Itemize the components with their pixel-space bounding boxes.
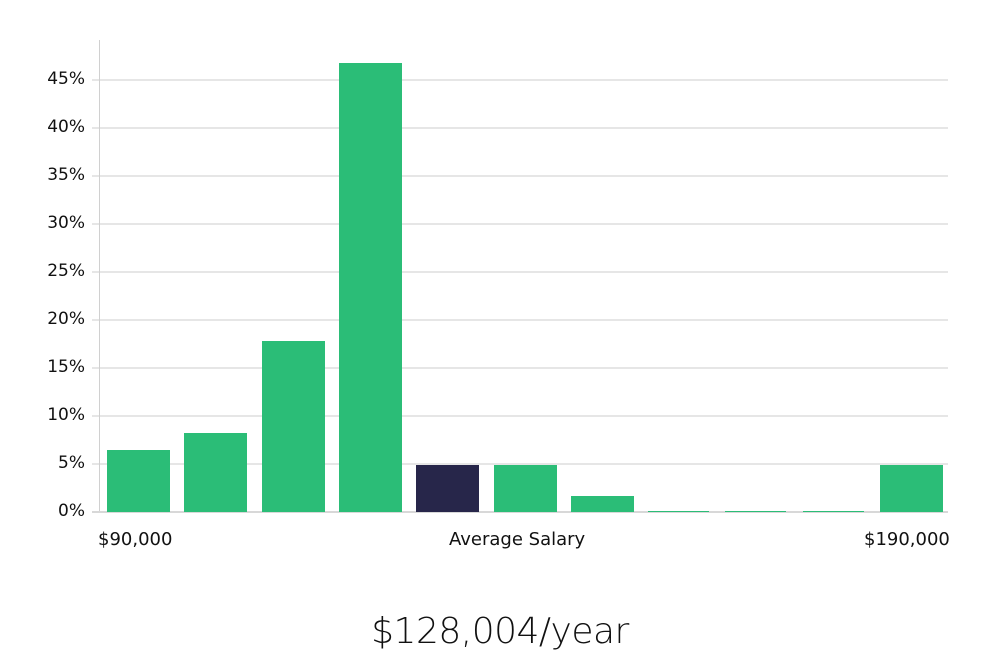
x-axis-line xyxy=(92,511,948,513)
y-tick-label: 10% xyxy=(47,405,85,425)
bar-average-salary xyxy=(416,464,479,512)
average-salary-value: $128,004/year xyxy=(371,611,629,652)
histogram-bar xyxy=(184,433,247,512)
histogram-bar xyxy=(571,495,634,512)
histogram-bar xyxy=(494,464,557,512)
y-tick-label: 0% xyxy=(58,501,85,521)
grid-line xyxy=(92,319,948,321)
y-tick-label: 30% xyxy=(47,213,85,233)
histogram-bar xyxy=(648,510,709,512)
x-axis-max-label: $190,000 xyxy=(864,529,950,550)
salary-histogram: 0% 5% 10% 15% 20% 25% 30% 35% 40% 45% $90,000 Ave… xyxy=(47,40,950,550)
y-tick-label: 15% xyxy=(47,357,85,377)
grid-line xyxy=(92,415,948,417)
y-tick-label: 20% xyxy=(47,309,85,329)
grid-line xyxy=(92,175,948,177)
y-tick-label: 40% xyxy=(47,117,85,137)
grid-line xyxy=(92,223,948,225)
histogram-bar xyxy=(880,464,943,512)
y-tick-label: 35% xyxy=(47,165,85,185)
histogram-bar xyxy=(725,510,786,512)
histogram-bar xyxy=(803,510,864,512)
y-tick-label: 5% xyxy=(58,453,85,473)
grid-line xyxy=(92,271,948,273)
histogram-bar xyxy=(339,62,402,512)
x-axis-title: Average Salary xyxy=(449,529,586,550)
x-axis-min-label: $90,000 xyxy=(98,529,173,550)
grid-line xyxy=(92,127,948,129)
histogram-bar xyxy=(262,341,325,512)
y-axis-line xyxy=(99,40,100,513)
grid-line xyxy=(92,367,948,369)
y-tick-label: 45% xyxy=(47,69,85,89)
y-tick-label: 25% xyxy=(47,261,85,281)
grid-line xyxy=(92,79,948,81)
histogram-bar xyxy=(107,449,170,512)
grid-line xyxy=(92,463,948,465)
